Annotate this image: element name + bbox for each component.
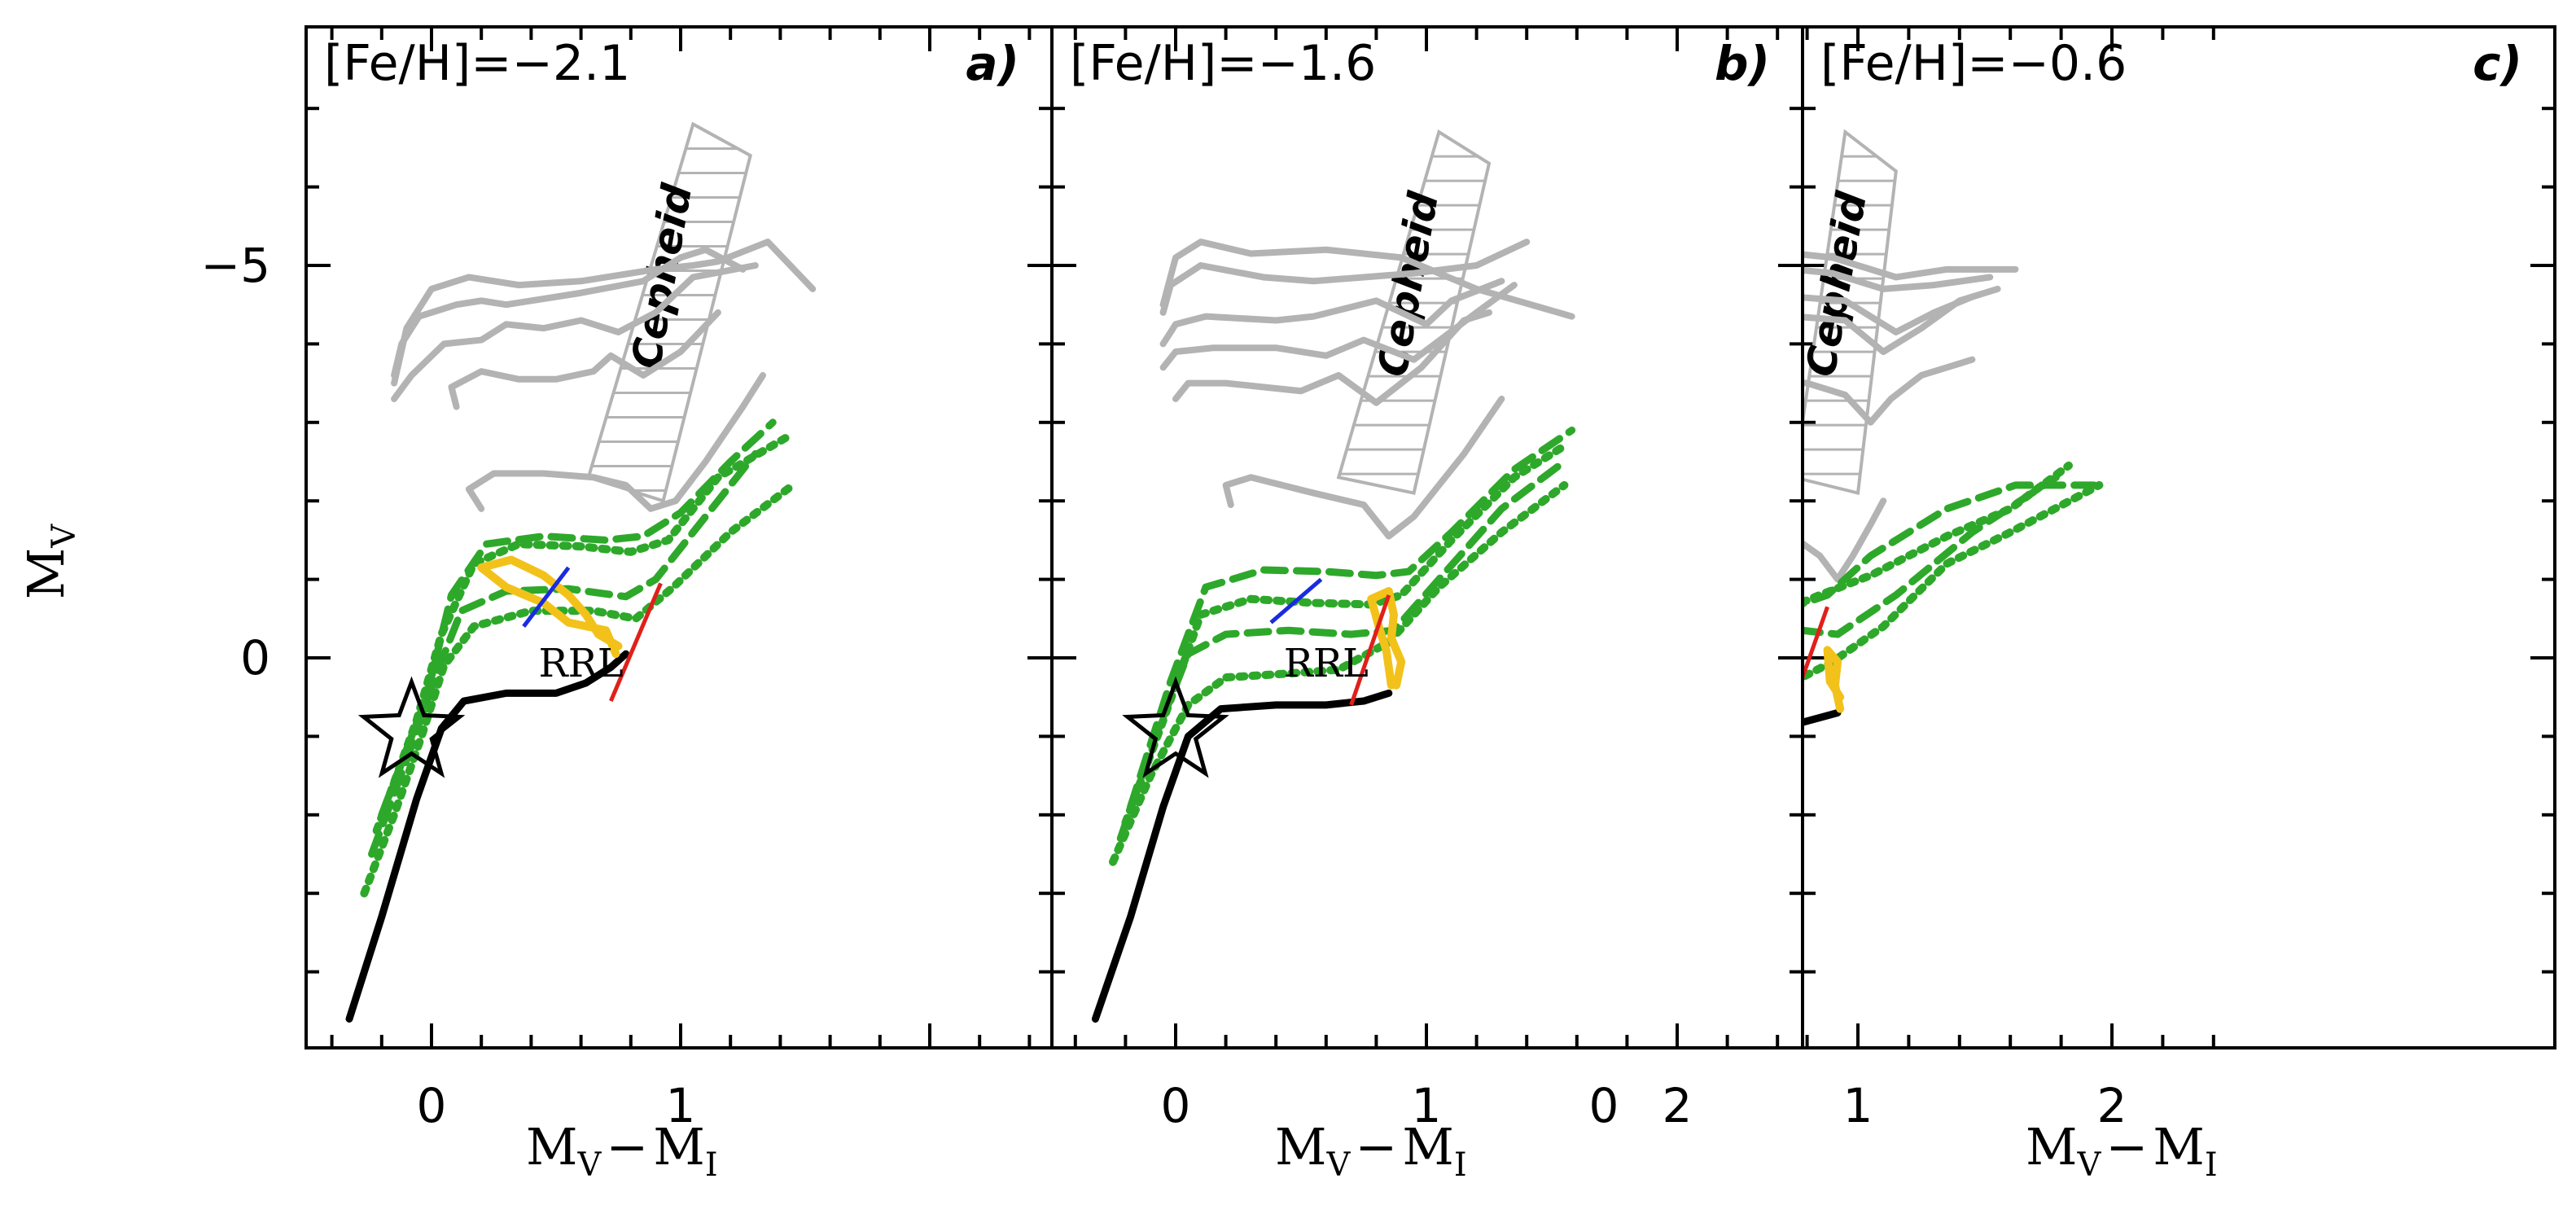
- xlabel-a-sub2: I: [705, 1146, 718, 1184]
- panel-a-ticks: [306, 27, 1052, 1048]
- x-axis-label-c: MV−MI: [2026, 1117, 2218, 1184]
- panel-c-gray-4: [1803, 293, 1976, 335]
- panel-c-cepheid-hatching: [1803, 132, 1896, 475]
- panel-a-gray-4: [391, 246, 747, 379]
- panel-c-gray-6: [1803, 251, 2019, 281]
- panel-a-x-tick-label: 1: [666, 1078, 696, 1133]
- x-axis-label-a: MV−MI: [526, 1117, 718, 1184]
- svg-text:MV−MI: MV−MI: [2026, 1117, 2218, 1184]
- panel-a-gray-5: [391, 239, 817, 387]
- panel-b-green-dash-2: [1127, 426, 1576, 811]
- xlabel-a-minus: −: [606, 1117, 648, 1177]
- panel-a-title: [Fe/H]=−2.1: [324, 35, 630, 92]
- panel-a-gray-3: [391, 262, 759, 402]
- panel-b-cepheid-strip: [1336, 129, 1492, 495]
- panel-c-green-dash-1: [1803, 473, 2060, 638]
- panel-c-rrl-blue-edge: [1701, 599, 1744, 737]
- panel-c-green-dot-1: [1803, 480, 2104, 682]
- xlabel-a-m2: M: [653, 1117, 704, 1177]
- xlabel-c-m1: M: [2026, 1117, 2077, 1177]
- panel-a-gold-loops: [477, 555, 623, 659]
- panel-c-title: [Fe/H]=−0.6: [1820, 35, 2127, 92]
- panel-c-cepheid-strip: [1803, 129, 1898, 496]
- xlabel-b-m1: M: [1275, 1117, 1326, 1177]
- y-tick-label: 0: [240, 630, 270, 686]
- panel-b-ticks: [1052, 27, 1803, 1048]
- xlabel-b-sub2: I: [1454, 1146, 1467, 1184]
- panel-a-green-dash-2: [378, 418, 777, 819]
- panel-b-gray-2: [1172, 309, 1492, 406]
- xlabel-c-minus: −: [2105, 1117, 2148, 1177]
- panel-b-gray-1: [1222, 395, 1505, 540]
- panel-c-gold-loops: [1823, 646, 1845, 713]
- xlabel-a-m1: M: [526, 1117, 577, 1177]
- panel-a-rrl-red-edge: [609, 582, 663, 702]
- xlabel-b-minus: −: [1355, 1117, 1397, 1177]
- panel-a-gray-1: [465, 371, 766, 512]
- panel-b-gold-loops: [1367, 587, 1406, 690]
- panel-b-green-dot-2: [1121, 441, 1569, 827]
- panel-b-gray-6: [1159, 239, 1575, 320]
- panel-c-ticks: [1803, 27, 2555, 1048]
- panel-a-green-dot-1: [360, 480, 797, 898]
- plot-frame: [304, 25, 2556, 1049]
- panel-a-panel-label: a): [966, 36, 1019, 91]
- panel-a-rrl-label: RRL: [539, 641, 624, 686]
- svg-text:MV−MI: MV−MI: [526, 1117, 718, 1184]
- panel-c-black-track: [1803, 708, 1842, 726]
- panel-c-green-dot-2: [1803, 461, 2073, 607]
- svg-text:MV: MV: [16, 524, 83, 599]
- panel-b-gray-4: [1159, 278, 1505, 348]
- panel-b-panel-label: b): [1715, 36, 1770, 91]
- svg-text:MV−MI: MV−MI: [1275, 1117, 1467, 1184]
- panel-b-rrl-blue-edge: [1269, 577, 1323, 624]
- y-axis-label-sub: V: [46, 524, 83, 549]
- panel-b-green-dot-1: [1109, 480, 1569, 866]
- xlabel-a-sub1: V: [576, 1146, 602, 1184]
- xlabel-b-sub1: V: [1325, 1146, 1351, 1184]
- panel-b-gray-3: [1159, 282, 1518, 371]
- panel-a-black-track: [345, 650, 630, 1023]
- panel-c-rrl-label: RRL: [1714, 641, 1798, 686]
- panel-c-x-tick-label: 0: [1589, 1078, 1619, 1133]
- panel-a-gray-2: [448, 309, 721, 410]
- panel-c-gray-5: [1803, 266, 1994, 292]
- panel-b-rrl-red-edge: [1349, 594, 1391, 706]
- panel-c-x-tick-label: 1: [1843, 1078, 1873, 1133]
- xlabel-c-m2: M: [2153, 1117, 2204, 1177]
- panel-c-star-marker: [1540, 682, 1636, 773]
- panel-b-title: [Fe/H]=−1.6: [1070, 35, 1376, 92]
- panel-a-rrl-blue-edge: [522, 566, 571, 628]
- xlabel-b-m2: M: [1402, 1117, 1453, 1177]
- panel-a-star-marker: [357, 676, 466, 778]
- xlabel-c-sub2: I: [2205, 1146, 2218, 1184]
- panel-b-rrl-label: RRL: [1284, 641, 1369, 686]
- panel-b-gray-5: [1159, 239, 1531, 316]
- panel-b-x-tick-label: 2: [1663, 1078, 1693, 1133]
- panel-c-panel-label: c): [2473, 36, 2522, 91]
- y-tick-label: −5: [201, 238, 271, 293]
- panel-c-gray-1: [1803, 497, 1887, 583]
- panel-b-black-track: [1091, 689, 1393, 1023]
- panel-c-x-tick-label: 2: [2097, 1078, 2127, 1133]
- panel-b-x-tick-label: 0: [1161, 1078, 1191, 1133]
- x-axis-label-b: MV−MI: [1275, 1117, 1467, 1184]
- panel-c-gray-2: [1803, 356, 1976, 426]
- xlabel-c-sub1: V: [2076, 1146, 2101, 1184]
- panel-a-x-tick-label: 0: [417, 1078, 447, 1133]
- panel-b-x-tick-label: 1: [1412, 1078, 1442, 1133]
- y-axis-label: MV: [16, 524, 83, 599]
- panel-c-rrl-red-edge: [1803, 606, 1829, 684]
- y-axis-label-main: M: [16, 548, 76, 599]
- panel-b-star-marker: [1122, 676, 1229, 778]
- panel-c-green-dash-2: [1803, 481, 2098, 608]
